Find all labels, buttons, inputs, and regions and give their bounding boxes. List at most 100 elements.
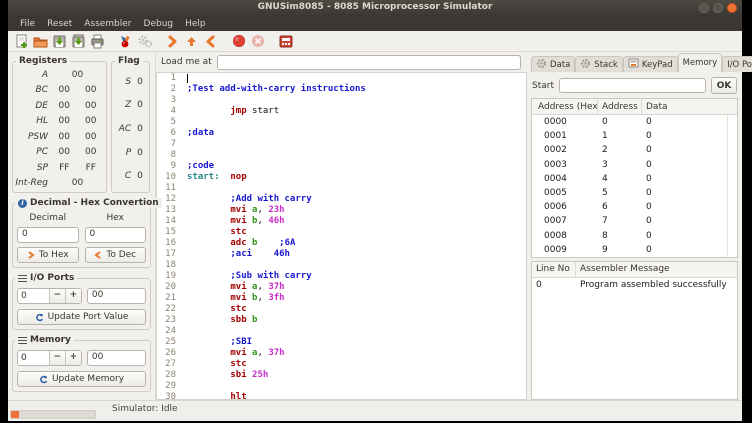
step-back-button[interactable] <box>201 32 220 50</box>
assemble-button[interactable] <box>116 32 135 50</box>
table-row[interactable]: 0001 1 0 <box>532 129 737 143</box>
register-value: FF <box>85 162 96 173</box>
register-name: SP <box>36 162 48 173</box>
register-value: 00 <box>58 100 70 111</box>
close-button[interactable] <box>727 3 737 13</box>
settings-gears-button[interactable] <box>135 32 154 50</box>
run-button[interactable] <box>229 32 248 50</box>
increment-button[interactable]: + <box>64 351 81 365</box>
menu-help[interactable]: Help <box>185 19 206 29</box>
memory-table-header: Address (Hex) Address Data <box>532 99 737 115</box>
code-line: 1 <box>157 73 526 84</box>
data-cell: 0 <box>646 244 652 255</box>
table-row[interactable]: 0009 9 0 <box>532 243 737 257</box>
save-as-button[interactable] <box>69 32 88 50</box>
step-up-button[interactable] <box>182 32 201 50</box>
code-line: 3 <box>157 95 526 106</box>
to-dec-button[interactable]: To Dec <box>84 247 146 263</box>
start-address-input[interactable] <box>559 78 706 93</box>
address-hex-cell: 0006 <box>544 202 567 213</box>
tab-keypad[interactable]: KeyPad <box>622 56 678 72</box>
print-button[interactable] <box>88 32 107 50</box>
decrement-button[interactable]: − <box>48 351 65 365</box>
tab-label: Memory <box>682 58 718 68</box>
menu-assembler[interactable]: Assembler <box>84 19 132 29</box>
toolbar <box>8 31 742 52</box>
toolbar-group <box>116 32 154 50</box>
minimize-button[interactable] <box>699 3 709 13</box>
table-row[interactable]: 0002 2 0 <box>532 143 737 157</box>
keypad-window-button[interactable] <box>276 32 295 50</box>
table-row[interactable]: 0003 3 0 <box>532 158 737 172</box>
code-line: 21 mvi b, 3fh <box>157 293 526 304</box>
address-cell: 1 <box>602 131 608 142</box>
to-hex-button[interactable]: To Hex <box>17 247 79 263</box>
step-back-icon <box>204 35 217 48</box>
address-hex-cell: 0007 <box>544 216 567 227</box>
address-cell: 9 <box>602 244 608 255</box>
code-editor[interactable]: 1 2 ;Test add-with-carry instructions 3 4 jm… <box>156 72 527 400</box>
line-number: 26 <box>165 348 176 358</box>
table-row[interactable]: 0004 4 0 <box>532 172 737 186</box>
table-row[interactable]: 0007 7 0 <box>532 214 737 228</box>
main-area: Registers A 00 BC 00 00 DE 00 00 HL 00 00 PSW 00 00 PC… <box>8 52 752 400</box>
decimal-input[interactable]: 0 <box>17 227 79 243</box>
menu-debug[interactable]: Debug <box>143 19 174 29</box>
code-line: 8 <box>157 150 526 161</box>
save-button[interactable] <box>50 32 69 50</box>
flag-value: 0 <box>137 100 143 111</box>
memory-section: Memory 0 − + 00 Update Memory <box>12 335 151 392</box>
memory-table-scrollbar[interactable] <box>727 115 737 257</box>
window-title: GNUSim8085 - 8085 Microprocessor Simulat… <box>257 2 493 12</box>
register-name: BC <box>35 85 48 96</box>
open-folder-icon <box>33 34 48 49</box>
ok-button[interactable]: OK <box>711 77 737 94</box>
titlebar[interactable]: GNUSim8085 - 8085 Microprocessor Simulat… <box>8 0 742 17</box>
register-value: FF <box>59 162 70 173</box>
table-row[interactable]: 0000 0 0 <box>532 115 737 129</box>
table-row[interactable]: 0005 5 0 <box>532 186 737 200</box>
increment-button[interactable]: + <box>64 289 81 303</box>
tab-memory[interactable]: Memory <box>677 53 723 72</box>
save-icon <box>52 34 67 49</box>
stop-button[interactable] <box>248 32 267 50</box>
flag-name: Z <box>124 100 132 111</box>
code-line: 18 <box>157 260 526 271</box>
tab-data[interactable]: Data <box>531 56 576 72</box>
hex-input[interactable]: 0 <box>84 227 146 243</box>
column-header[interactable]: Address (Hex) <box>532 99 598 114</box>
menu-file[interactable]: File <box>20 19 36 29</box>
table-row[interactable]: 0006 6 0 <box>532 200 737 214</box>
column-header[interactable]: Data <box>646 101 668 112</box>
tab-stack[interactable]: Stack <box>575 56 623 72</box>
io-port-address-stepper: 0 − + <box>17 288 82 304</box>
memory-value-input[interactable]: 00 <box>86 350 146 366</box>
code-line: 28 sbi 25h <box>157 370 526 381</box>
address-hex-cell: 0009 <box>544 244 567 255</box>
start-label: Start <box>532 80 554 91</box>
flag-name: AC <box>118 123 132 134</box>
code-line: 13 mvi a, 23h <box>157 205 526 216</box>
tab-i-o-ports[interactable]: I/O Ports <box>722 56 752 72</box>
register-name: PC <box>36 147 48 158</box>
open-folder-button[interactable] <box>31 32 50 50</box>
maximize-button[interactable] <box>713 3 723 13</box>
update-port-button[interactable]: Update Port Value <box>17 309 146 325</box>
decrement-button[interactable]: − <box>48 289 65 303</box>
step-next-button[interactable] <box>163 32 182 50</box>
column-header[interactable]: Line No <box>532 261 576 277</box>
column-header[interactable]: Address <box>598 99 642 114</box>
register-name: Int-Reg <box>15 177 48 188</box>
new-file-button[interactable] <box>12 32 31 50</box>
menu-reset[interactable]: Reset <box>47 19 73 29</box>
table-row[interactable]: 0008 8 0 <box>532 229 737 243</box>
column-header[interactable]: Assembler Message <box>580 264 670 275</box>
update-memory-button[interactable]: Update Memory <box>17 371 146 387</box>
data-cell: 0 <box>646 202 652 213</box>
io-port-value-input[interactable]: 00 <box>86 288 146 304</box>
load-address-input[interactable] <box>216 54 521 70</box>
message-row[interactable]: 0 Program assembled successfully <box>532 278 737 293</box>
io-ports-title: I/O Ports <box>30 273 75 283</box>
register-row: Int-Reg 00 <box>15 178 104 188</box>
